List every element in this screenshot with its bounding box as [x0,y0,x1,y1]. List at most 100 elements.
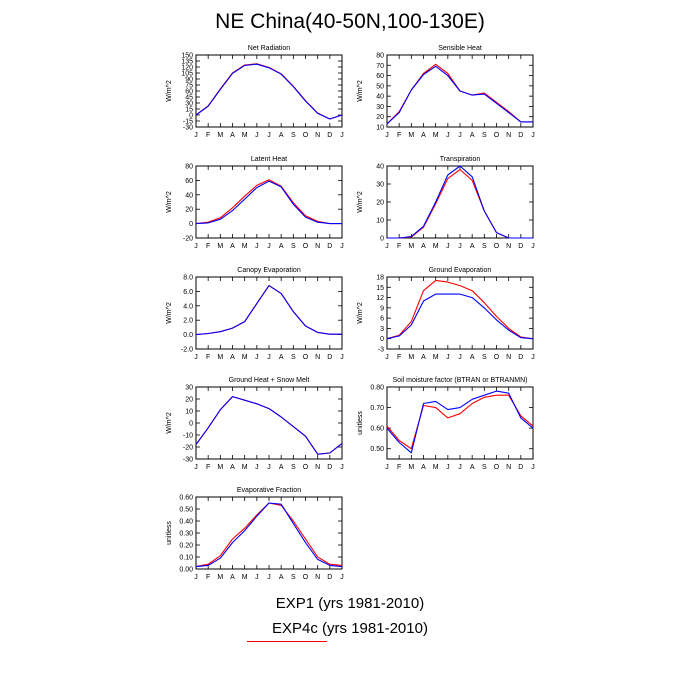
y-tick-label: 18 [376,275,384,282]
y-tick-label: 45 [185,95,193,102]
x-tick-label: F [397,132,401,139]
y-tick-label: 0.40 [179,519,193,526]
x-tick-label: J [385,354,389,361]
x-tick-label: J [531,243,535,250]
x-tick-label: M [408,132,414,139]
x-tick-label: O [494,354,500,361]
x-tick-label: J [458,354,462,361]
x-tick-label: D [327,354,332,361]
y-tick-label: 15 [185,107,193,114]
y-tick-label: 0 [189,221,193,228]
chart-title: Sensible Heat [438,45,482,52]
x-tick-label: S [291,132,296,139]
x-tick-label: J [446,464,450,471]
y-axis-label: W/m^2 [166,80,173,102]
x-tick-label: N [506,243,511,250]
chart-panel-4: Canopy Evaporation W/m^2 -2.0 0.0 2.0 4.0 6.0 8… [166,267,344,361]
y-tick-label: 90 [185,77,193,84]
x-tick-label: F [206,464,210,471]
x-tick-label: F [206,574,210,581]
y-axis-label: W/m^2 [166,302,173,324]
series-line-exp4c [195,179,342,225]
y-tick-label: 40 [185,192,193,199]
x-tick-label: J [267,132,271,139]
x-tick-label: N [315,354,320,361]
series-line-exp4c [387,169,533,239]
series-line-exp1 [195,285,342,336]
x-tick-label: J [340,132,344,139]
x-tick-label: J [267,354,271,361]
chart-title: Transpiration [440,156,481,163]
x-tick-label: D [518,132,523,139]
y-tick-label: 0.00 [179,567,193,574]
x-tick-label: S [482,354,487,361]
x-tick-label: J [194,574,198,581]
y-tick-label: 0.50 [370,446,384,453]
x-tick-label: M [408,354,414,361]
y-tick-label: 0.70 [370,405,384,412]
chart-title: Canopy Evaporation [237,267,301,274]
y-tick-label: 30 [185,101,193,108]
x-tick-label: J [446,243,450,250]
chart-panel-7: Soil moisture factor (BTRAN or BTRANMN) u… [357,377,535,471]
y-axis-label: W/m^2 [357,80,364,102]
y-axis-label: W/m^2 [166,412,173,434]
x-tick-label: A [279,132,284,139]
x-tick-label: M [433,132,439,139]
chart-panel-0: Net Radiation W/m^2 -30-150153045607590105… [166,45,344,139]
x-tick-label: F [397,354,401,361]
y-tick-label: 40 [376,94,384,101]
x-tick-label: A [421,464,426,471]
y-tick-label: -15 [183,119,193,126]
y-tick-label: 3 [380,326,384,333]
main-title: NE China(40-50N,100-130E) [215,10,485,33]
x-tick-label: O [303,354,309,361]
y-tick-label: 150 [181,53,193,60]
x-tick-label: J [340,464,344,471]
y-tick-label: 20 [185,397,193,404]
y-tick-label: 9 [380,305,384,312]
y-tick-label: 10 [376,125,384,132]
x-tick-label: J [267,464,271,471]
x-tick-label: N [315,464,320,471]
y-tick-label: 70 [376,63,384,70]
x-tick-label: S [291,464,296,471]
series-line-exp4c [195,285,342,336]
y-tick-label: 0 [189,113,193,120]
series-line-exp1 [195,180,342,225]
y-tick-label: 0.60 [370,426,384,433]
x-tick-label: M [242,243,248,250]
x-tick-label: F [397,464,401,471]
chart-title: Ground Evaporation [429,267,492,274]
series-line-exp1 [195,502,343,568]
x-tick-label: J [194,243,198,250]
x-tick-label: A [421,132,426,139]
x-tick-label: O [494,464,500,471]
plot-frame [386,165,534,239]
x-tick-label: N [315,574,320,581]
x-tick-label: S [482,464,487,471]
x-tick-label: A [470,354,475,361]
plot-frame [195,165,343,239]
x-tick-label: O [303,132,309,139]
series-line-exp1 [386,65,533,125]
y-tick-label: 30 [185,385,193,392]
y-tick-label: 0 [189,421,193,428]
y-tick-label: 75 [185,83,193,90]
y-tick-label: 0.50 [179,507,193,514]
x-tick-label: J [458,132,462,139]
x-tick-label: D [327,464,332,471]
x-tick-label: J [385,243,389,250]
y-tick-label: -30 [183,125,193,132]
y-tick-label: 6.0 [183,289,193,296]
x-tick-label: F [206,243,210,250]
y-tick-label: 15 [376,285,384,292]
y-tick-label: 0.0 [183,332,193,339]
y-tick-label: 20 [185,207,193,214]
x-tick-label: J [255,354,259,361]
y-tick-label: 60 [185,178,193,185]
y-tick-label: -3 [378,347,384,354]
series-line-exp4c [386,279,534,340]
series-line-exp4c [195,396,343,455]
